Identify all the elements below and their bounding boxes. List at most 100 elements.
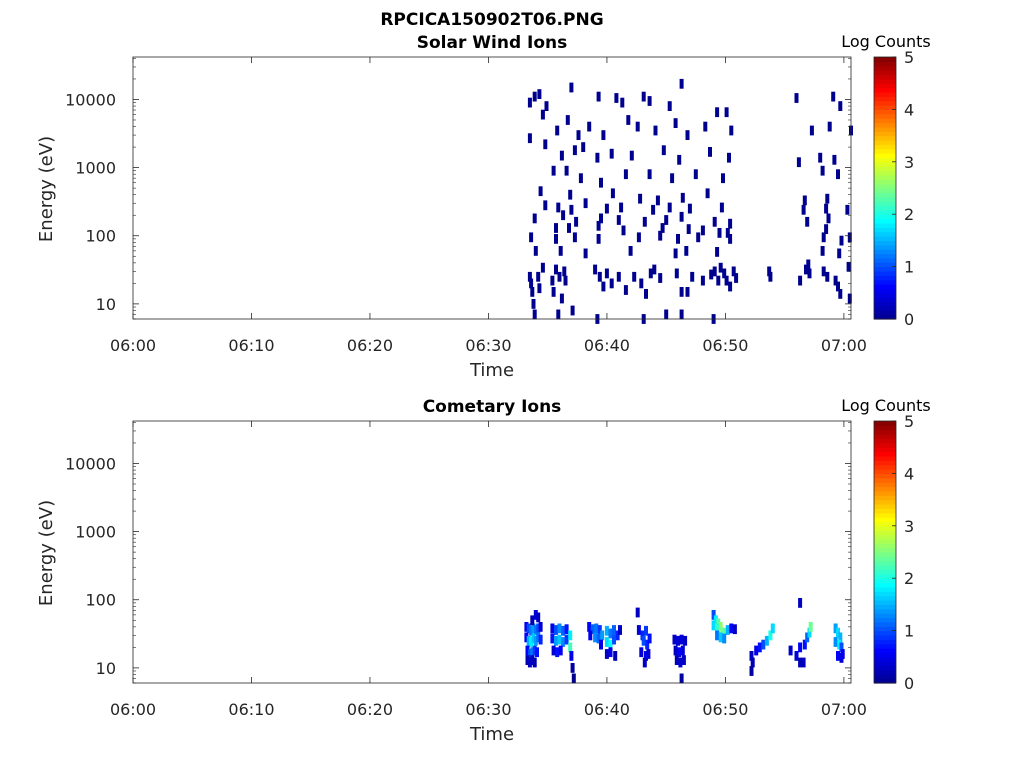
x-tick-label: 07:00 <box>821 700 867 719</box>
colorbar-segment <box>874 482 896 488</box>
heatmap-cell <box>604 203 609 214</box>
colorbar-segment <box>874 639 896 645</box>
heatmap-cell <box>832 154 837 165</box>
heatmap-cell <box>558 246 563 256</box>
colorbar-segment <box>874 214 896 220</box>
heatmap-cell <box>554 264 558 275</box>
colorbar-segment <box>874 434 896 440</box>
colorbar-tick-label: 0 <box>904 674 914 693</box>
colorbar-segment <box>874 70 896 76</box>
heatmap-cell <box>837 248 842 259</box>
heatmap-cell <box>824 224 829 234</box>
colorbar-segment <box>874 460 896 466</box>
heatmap-cell <box>533 246 538 256</box>
heatmap-cell <box>612 634 616 645</box>
heatmap-cell <box>705 188 710 199</box>
heatmap-cell <box>599 177 603 188</box>
heatmap-cell <box>798 642 803 653</box>
heatmap-cell <box>725 625 730 635</box>
heatmap-cell <box>838 632 843 643</box>
heatmap-cell <box>583 248 588 259</box>
heatmap-cell <box>564 624 569 635</box>
heatmap-cell <box>555 125 560 136</box>
heatmap-cell <box>559 150 564 161</box>
y-tick-label: 1000 <box>75 523 116 542</box>
heatmap-cell <box>680 645 685 656</box>
heatmap-cell <box>718 632 723 643</box>
heatmap-cell <box>544 101 549 111</box>
heatmap-cell <box>562 266 567 277</box>
heatmap-cell <box>761 639 766 650</box>
colorbar-segment <box>874 473 896 479</box>
colorbar-segment <box>874 144 896 150</box>
heatmap-cell <box>715 247 720 257</box>
heatmap-cell <box>719 202 724 213</box>
colorbar-segment <box>874 166 896 172</box>
heatmap-cell <box>526 623 531 634</box>
heatmap-cell <box>796 157 801 168</box>
colorbar-segment <box>874 451 896 457</box>
colorbar-segment <box>874 305 896 311</box>
colorbar-segment <box>874 297 896 303</box>
heatmap-cell <box>667 202 672 213</box>
colorbar-segment <box>874 131 896 137</box>
heatmap-cell <box>640 630 645 641</box>
colorbar-segment <box>874 521 896 527</box>
colorbar-segment <box>874 161 896 167</box>
heatmap-cell <box>708 147 712 157</box>
heatmap-cell <box>660 223 665 233</box>
heatmap-cell <box>626 115 631 125</box>
colorbar-tick-label: 5 <box>904 412 914 431</box>
heatmap-cell <box>749 651 754 661</box>
heatmap-cell <box>558 645 563 656</box>
heatmap-cell <box>524 632 529 643</box>
heatmap-cell <box>728 218 733 229</box>
heatmap-cell <box>564 634 569 645</box>
heatmap-cell <box>805 216 810 227</box>
colorbar-segment <box>874 240 896 246</box>
heatmap-cell <box>715 623 720 634</box>
heatmap-cell <box>538 634 543 645</box>
heatmap-cell <box>831 91 836 102</box>
heatmap-cell <box>684 246 689 256</box>
colorbar-segment <box>874 634 896 640</box>
x-tick-label: 06:10 <box>228 700 274 719</box>
heatmap-cell <box>647 169 652 180</box>
heatmap-cell <box>664 309 669 320</box>
heatmap-cell <box>620 97 625 108</box>
heatmap-cell <box>818 152 823 163</box>
heatmap-cell <box>757 642 762 653</box>
heatmap-cell <box>568 189 573 200</box>
heatmap-cell <box>536 271 541 282</box>
heatmap-cell <box>527 97 532 108</box>
y-axis-label: Energy (eV) <box>36 136 57 242</box>
heatmap-cell <box>561 210 566 221</box>
heatmap-cell <box>527 649 532 659</box>
colorbar-tick-label: 2 <box>904 569 914 588</box>
colorbar-segment <box>874 613 896 619</box>
colorbar-segment <box>874 604 896 610</box>
heatmap-cell <box>531 623 536 634</box>
heatmap-cell <box>653 125 658 136</box>
x-tick-label: 06:10 <box>228 336 274 355</box>
colorbar-segment <box>874 109 896 115</box>
heatmap-cell <box>767 266 772 277</box>
colorbar-segment <box>874 556 896 562</box>
heatmap-cell <box>530 287 535 297</box>
heatmap-cell <box>568 642 573 653</box>
y-tick-label: 10000 <box>65 454 116 473</box>
heatmap-cell <box>836 169 840 180</box>
heatmap-cell <box>722 268 727 279</box>
colorbar-segment <box>874 503 896 509</box>
heatmap-cell <box>572 232 577 243</box>
heatmap-cell <box>641 635 646 646</box>
heatmap-cell <box>614 93 619 103</box>
heatmap-cell <box>679 309 684 320</box>
heatmap-cell <box>621 225 626 236</box>
heatmap-cell <box>595 152 600 163</box>
plot-frame <box>132 420 852 684</box>
heatmap-cell <box>557 623 562 634</box>
panel-title: Cometary Ions <box>423 397 562 417</box>
colorbar-segment <box>874 201 896 207</box>
heatmap-cell <box>554 223 558 233</box>
